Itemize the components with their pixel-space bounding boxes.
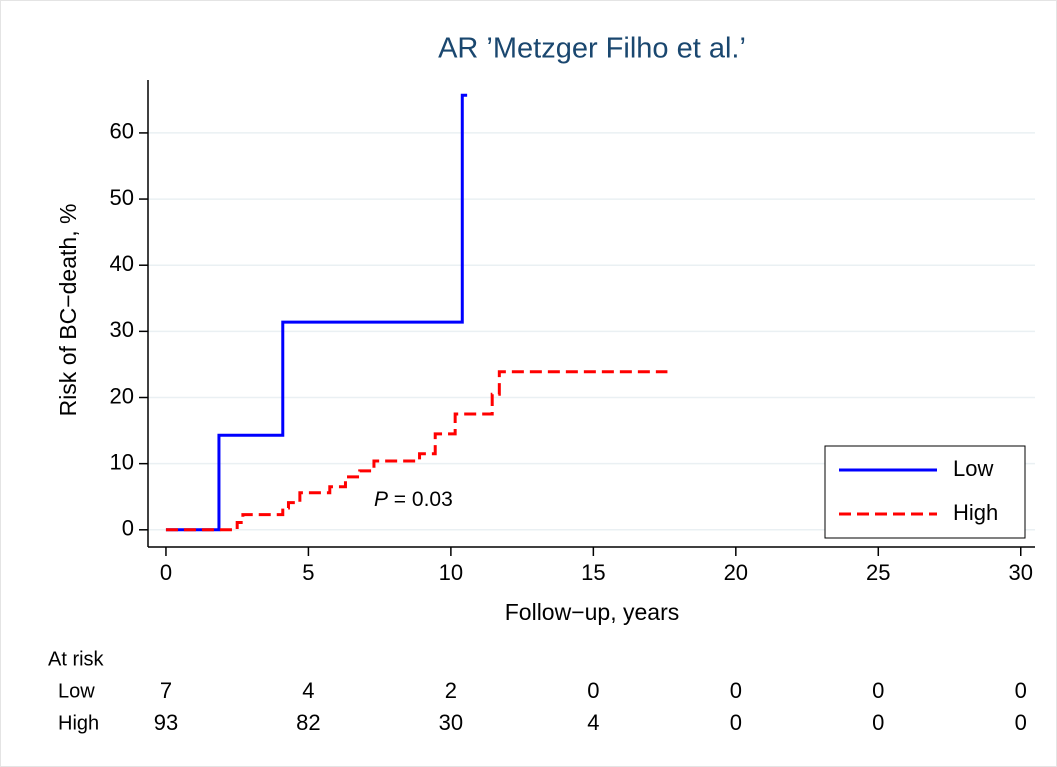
at-risk-value: 0 bbox=[730, 678, 742, 703]
y-tick-label: 0 bbox=[122, 516, 134, 541]
y-tick-label: 40 bbox=[110, 251, 134, 276]
at-risk-title: At risk bbox=[48, 648, 105, 670]
at-risk-value: 82 bbox=[296, 710, 320, 735]
y-tick-label: 60 bbox=[110, 119, 134, 144]
y-axis-label: Risk of BC−death, % bbox=[55, 204, 81, 417]
at-risk-value: 0 bbox=[587, 678, 599, 703]
at-risk-value: 4 bbox=[302, 678, 314, 703]
at-risk-value: 0 bbox=[872, 710, 884, 735]
y-tick-label: 10 bbox=[110, 449, 134, 474]
at-risk-value: 0 bbox=[872, 678, 884, 703]
y-tick-label: 30 bbox=[110, 317, 134, 342]
y-tick-label: 20 bbox=[110, 383, 134, 408]
at-risk-value: 30 bbox=[439, 710, 463, 735]
x-axis-label: Follow−up, years bbox=[505, 599, 680, 625]
annotation-italic: P bbox=[374, 488, 388, 511]
legend-box bbox=[824, 445, 1026, 539]
legend-label: Low bbox=[953, 456, 993, 481]
x-tick-label: 25 bbox=[866, 560, 890, 585]
at-risk-row-name: High bbox=[58, 712, 99, 734]
at-risk-value: 0 bbox=[730, 710, 742, 735]
step-line bbox=[165, 370, 668, 532]
annotation: P = 0.03 bbox=[374, 488, 453, 511]
at-risk-value: 2 bbox=[445, 678, 457, 703]
at-risk-value: 7 bbox=[160, 678, 172, 703]
x-tick-label: 10 bbox=[439, 560, 463, 585]
chart-title: AR ’Metzger Filho et al.’ bbox=[438, 33, 746, 65]
at-risk-value: 0 bbox=[1015, 678, 1027, 703]
at-risk-value: 0 bbox=[1015, 710, 1027, 735]
at-risk-value: 93 bbox=[154, 710, 178, 735]
at-risk-row-name: Low bbox=[58, 680, 95, 702]
x-tick-label: 20 bbox=[724, 560, 748, 585]
x-tick-label: 0 bbox=[160, 560, 172, 585]
x-tick-label: 5 bbox=[302, 560, 314, 585]
x-tick-label: 30 bbox=[1009, 560, 1033, 585]
annotation-text: = 0.03 bbox=[388, 488, 453, 511]
x-tick-label: 15 bbox=[581, 560, 605, 585]
at-risk-value: 4 bbox=[587, 710, 599, 735]
legend-label: High bbox=[953, 500, 998, 525]
step-line bbox=[165, 93, 468, 532]
y-tick-label: 50 bbox=[110, 185, 134, 210]
